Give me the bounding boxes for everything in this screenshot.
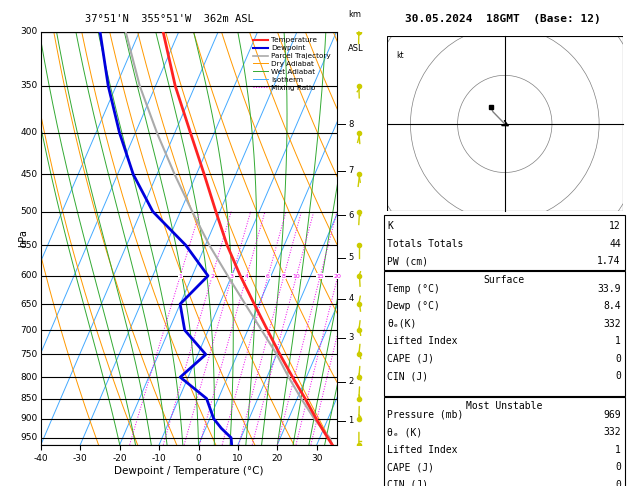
Text: 3: 3: [348, 333, 353, 342]
Text: 8.4: 8.4: [603, 301, 621, 311]
Text: 4: 4: [245, 274, 248, 279]
Text: 37°51'N  355°51'W  362m ASL: 37°51'N 355°51'W 362m ASL: [86, 14, 254, 24]
Bar: [387, 36, 623, 211]
Text: 1: 1: [615, 336, 621, 346]
Text: 8: 8: [348, 120, 353, 128]
Text: hPa: hPa: [18, 229, 28, 247]
Text: CIN (J): CIN (J): [387, 480, 428, 486]
Text: 450: 450: [21, 170, 38, 179]
Text: km: km: [348, 10, 361, 19]
Text: 600: 600: [21, 271, 38, 280]
Text: Surface: Surface: [484, 275, 525, 285]
Text: 0: 0: [615, 354, 621, 364]
Text: 400: 400: [21, 128, 38, 138]
Text: Pressure (mb): Pressure (mb): [387, 410, 464, 419]
Text: 300: 300: [21, 27, 38, 36]
Text: 500: 500: [21, 207, 38, 216]
Text: 0: 0: [615, 371, 621, 381]
Text: 800: 800: [21, 373, 38, 382]
Text: 969: 969: [603, 410, 621, 419]
Text: 700: 700: [21, 326, 38, 335]
Text: 750: 750: [21, 350, 38, 359]
Text: 8: 8: [282, 274, 286, 279]
Text: 550: 550: [21, 241, 38, 250]
Text: kt: kt: [396, 51, 404, 60]
Text: ASL: ASL: [348, 44, 364, 53]
Text: 950: 950: [21, 433, 38, 442]
Text: 0: 0: [615, 480, 621, 486]
Text: 900: 900: [21, 414, 38, 423]
Text: 30.05.2024  18GMT  (Base: 12): 30.05.2024 18GMT (Base: 12): [405, 14, 601, 24]
Text: 6: 6: [266, 274, 270, 279]
Text: Lifted Index: Lifted Index: [387, 336, 458, 346]
Text: 3: 3: [230, 274, 234, 279]
Text: CAPE (J): CAPE (J): [387, 462, 435, 472]
Text: K: K: [387, 222, 393, 231]
Text: 6: 6: [348, 210, 353, 220]
X-axis label: Dewpoint / Temperature (°C): Dewpoint / Temperature (°C): [114, 466, 264, 476]
Text: CAPE (J): CAPE (J): [387, 354, 435, 364]
Text: Most Unstable: Most Unstable: [466, 401, 542, 411]
Text: 1: 1: [615, 445, 621, 454]
Legend: Temperature, Dewpoint, Parcel Trajectory, Dry Adiabat, Wet Adiabat, Isotherm, Mi: Temperature, Dewpoint, Parcel Trajectory…: [251, 35, 333, 93]
Text: 4: 4: [348, 294, 353, 303]
Text: 1.74: 1.74: [598, 257, 621, 266]
Text: Temp (°C): Temp (°C): [387, 284, 440, 294]
Text: Dewp (°C): Dewp (°C): [387, 301, 440, 311]
Text: 650: 650: [21, 299, 38, 309]
Text: 2: 2: [348, 377, 353, 386]
Text: Lifted Index: Lifted Index: [387, 445, 458, 454]
Text: 10: 10: [292, 274, 300, 279]
Text: 7: 7: [348, 166, 353, 175]
Text: 2: 2: [210, 274, 214, 279]
Text: 20: 20: [334, 274, 342, 279]
Text: CIN (J): CIN (J): [387, 371, 428, 381]
Text: 332: 332: [603, 427, 621, 437]
Text: 15: 15: [316, 274, 324, 279]
Text: θₑ (K): θₑ (K): [387, 427, 423, 437]
Text: PW (cm): PW (cm): [387, 257, 428, 266]
Text: θₑ(K): θₑ(K): [387, 319, 417, 329]
Text: Totals Totals: Totals Totals: [387, 239, 464, 249]
Text: 850: 850: [21, 394, 38, 403]
Text: 5: 5: [348, 253, 353, 262]
Text: 44: 44: [609, 239, 621, 249]
Text: 0: 0: [615, 462, 621, 472]
Text: 1: 1: [348, 416, 353, 425]
Text: 33.9: 33.9: [598, 284, 621, 294]
Text: 1: 1: [178, 274, 182, 279]
Text: 332: 332: [603, 319, 621, 329]
Text: 350: 350: [21, 81, 38, 90]
Text: 12: 12: [609, 222, 621, 231]
